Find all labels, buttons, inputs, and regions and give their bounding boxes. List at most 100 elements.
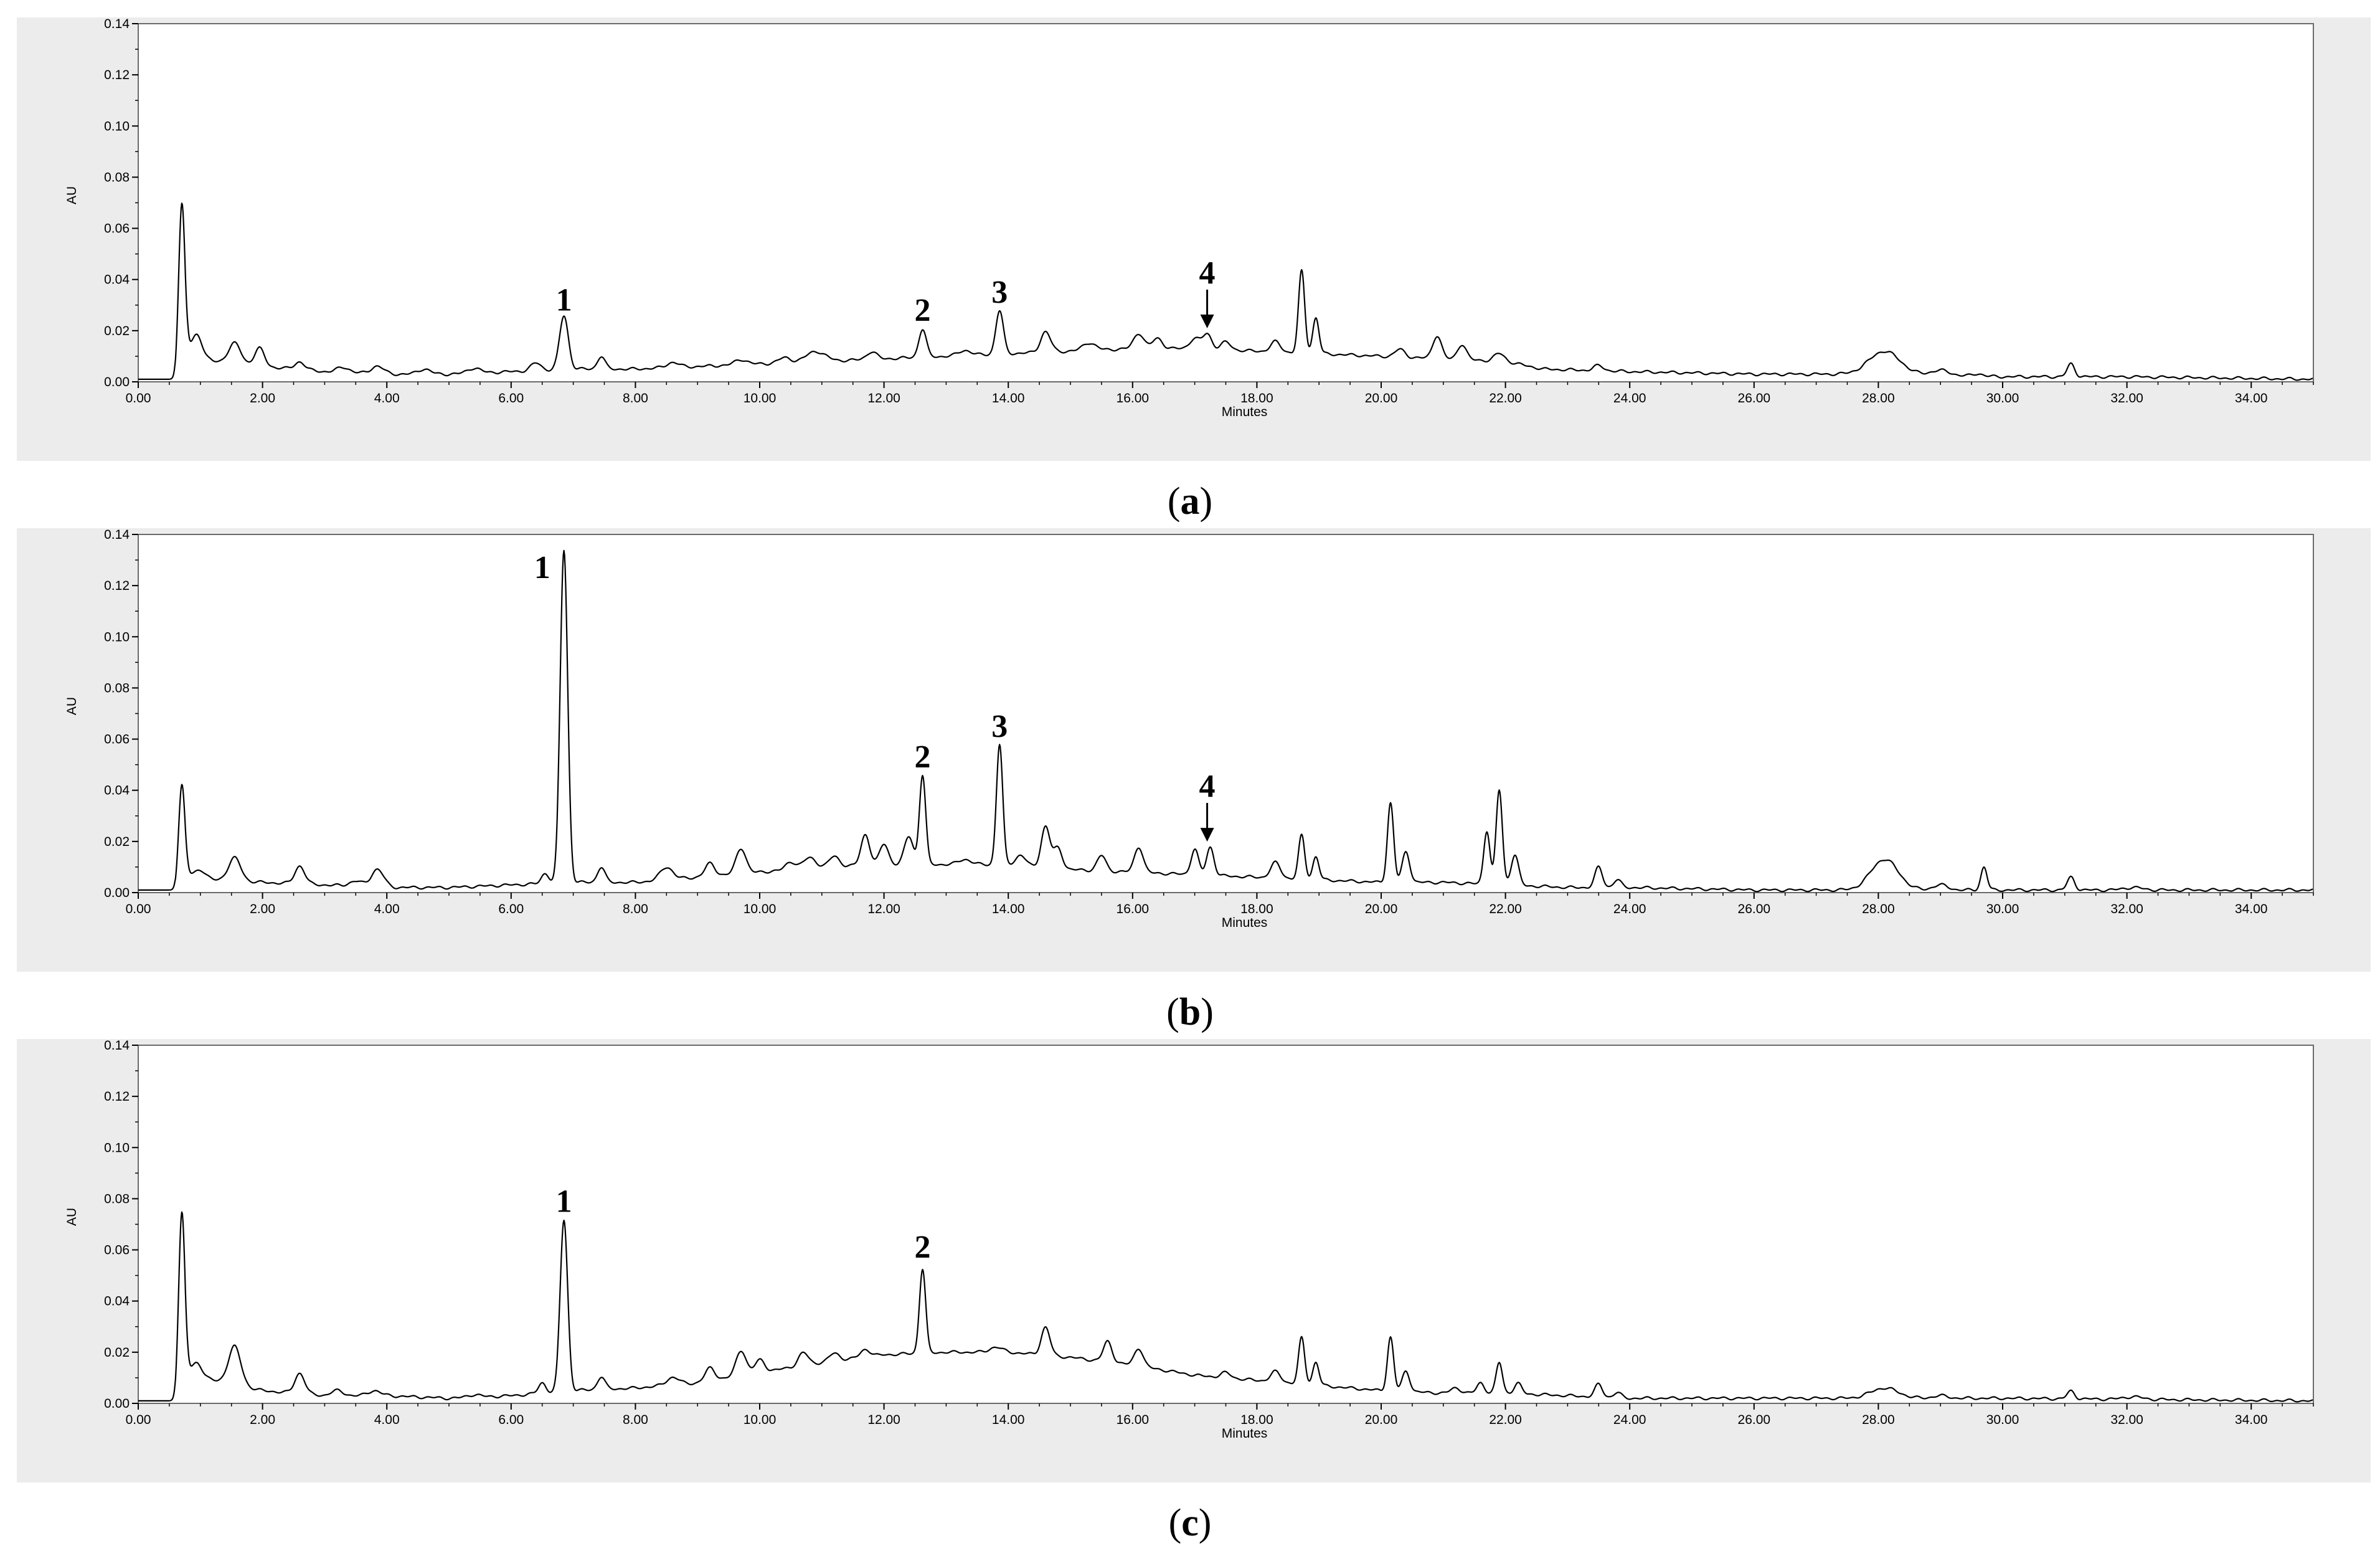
- x-tick-label: 10.00: [744, 391, 777, 406]
- x-tick-label: 8.00: [623, 1413, 648, 1427]
- x-tick-label: 12.00: [867, 902, 900, 916]
- x-tick-label: 2.00: [250, 1413, 275, 1427]
- x-tick-label: 26.00: [1738, 902, 1771, 916]
- x-axis-title: Minutes: [1222, 916, 1268, 930]
- chromatogram-trace: [138, 549, 2313, 893]
- x-tick-label: 22.00: [1489, 902, 1522, 916]
- y-tick-label: 0.04: [104, 784, 130, 798]
- chromatogram-panel-a: 0.00 0.02 0.04 0.06 0.08 0.10 0.12 0.14 0.00 2.00…: [17, 17, 2371, 523]
- x-tick-label: 10.00: [744, 1413, 777, 1427]
- y-tick-label: 0.08: [104, 1192, 130, 1206]
- x-tick-label: 30.00: [1986, 902, 2019, 916]
- y-tick-label: 0.06: [104, 733, 130, 747]
- x-tick-label: 32.00: [2110, 1413, 2143, 1427]
- y-tick-label: 0.04: [104, 273, 130, 287]
- chromatogram-panel-b: 0.00 0.02 0.04 0.06 0.08 0.10 0.12 0.14 0.00 2.00…: [17, 528, 2371, 1033]
- y-tick-label: 0.08: [104, 681, 130, 695]
- y-tick-label: 0.14: [104, 17, 130, 31]
- x-tick-label: 0.00: [126, 391, 151, 406]
- y-tick-label: 0.10: [104, 1141, 130, 1155]
- y-axis-title: AU: [65, 697, 79, 715]
- y-tick-label: 0.06: [104, 1243, 130, 1258]
- x-tick-label: 18.00: [1240, 391, 1273, 406]
- x-tick-label: 8.00: [623, 902, 648, 916]
- x-tick-label: 34.00: [2235, 902, 2268, 916]
- x-tick-label: 18.00: [1240, 1413, 1273, 1427]
- x-tick-label: 24.00: [1613, 391, 1646, 406]
- panel-caption: (a): [1168, 480, 1212, 523]
- chromatogram-trace: [138, 1211, 2313, 1403]
- peak-label: 2: [914, 293, 930, 328]
- x-tick-label: 14.00: [992, 1413, 1025, 1427]
- plot-area: [138, 23, 2314, 382]
- x-tick-label: 18.00: [1240, 902, 1273, 916]
- panel-caption-letter: c: [1181, 1502, 1199, 1544]
- x-tick-label: 0.00: [126, 902, 151, 916]
- y-tick-label: 0.08: [104, 170, 130, 184]
- x-tick-label: 4.00: [374, 902, 400, 916]
- x-tick-label: 6.00: [498, 1413, 524, 1427]
- peak-label: 1: [556, 282, 572, 318]
- x-axis-title: Minutes: [1222, 405, 1268, 419]
- y-tick-label: 0.14: [104, 528, 130, 542]
- x-tick-label: 24.00: [1613, 902, 1646, 916]
- y-tick-label: 0.06: [104, 222, 130, 236]
- x-tick-label: 12.00: [867, 1413, 900, 1427]
- x-tick-label: 14.00: [992, 902, 1025, 916]
- x-tick-label: 22.00: [1489, 391, 1522, 406]
- peak-label: 1: [534, 550, 550, 586]
- x-tick-label: 6.00: [498, 902, 524, 916]
- y-tick-label: 0.10: [104, 119, 130, 133]
- y-tick-label: 0.02: [104, 835, 130, 849]
- chromatogram-panel-c: 0.00 0.02 0.04 0.06 0.08 0.10 0.12 0.14 0.00 2.00…: [17, 1038, 2371, 1544]
- panel-caption: (c): [1169, 1502, 1212, 1544]
- x-tick-label: 24.00: [1613, 1413, 1646, 1427]
- y-tick-label: 0.10: [104, 630, 130, 644]
- panel-caption-letter: a: [1181, 480, 1200, 523]
- x-tick-label: 16.00: [1117, 391, 1150, 406]
- y-tick-label: 0.02: [104, 324, 130, 338]
- x-tick-label: 30.00: [1986, 391, 2019, 406]
- x-tick-label: 14.00: [992, 391, 1025, 406]
- y-tick-label: 0.04: [104, 1294, 130, 1309]
- x-tick-label: 6.00: [498, 391, 524, 406]
- y-tick-label: 0.00: [104, 375, 130, 389]
- x-tick-label: 0.00: [126, 1413, 151, 1427]
- x-tick-label: 2.00: [250, 902, 275, 916]
- peak-arrow-head: [1200, 828, 1214, 842]
- y-tick-label: 0.02: [104, 1345, 130, 1360]
- peak-label: 3: [991, 709, 1008, 744]
- x-axis-title: Minutes: [1222, 1426, 1268, 1441]
- x-tick-label: 16.00: [1117, 902, 1150, 916]
- y-tick-label: 0.00: [104, 886, 130, 900]
- x-tick-label: 22.00: [1489, 1413, 1522, 1427]
- x-tick-label: 12.00: [867, 391, 900, 406]
- x-tick-label: 20.00: [1365, 391, 1398, 406]
- peak-label: 1: [556, 1183, 572, 1219]
- plot-area: [138, 1045, 2314, 1404]
- x-tick-label: 32.00: [2110, 391, 2143, 406]
- x-tick-label: 28.00: [1862, 902, 1895, 916]
- x-tick-label: 4.00: [374, 391, 400, 406]
- peak-arrow-head: [1200, 314, 1214, 328]
- x-tick-label: 20.00: [1365, 1413, 1398, 1427]
- x-tick-label: 34.00: [2235, 391, 2268, 406]
- peak-label: 3: [991, 275, 1008, 310]
- x-tick-label: 32.00: [2110, 902, 2143, 916]
- x-tick-label: 2.00: [250, 391, 275, 406]
- panel-caption-letter: b: [1179, 991, 1201, 1033]
- y-tick-label: 0.12: [104, 1089, 130, 1104]
- y-axis-title: AU: [65, 186, 79, 204]
- y-tick-label: 0.00: [104, 1397, 130, 1411]
- peak-label: 2: [914, 739, 930, 775]
- y-axis-title: AU: [65, 1208, 79, 1226]
- y-tick-label: 0.14: [104, 1038, 130, 1053]
- peak-label: 2: [914, 1230, 930, 1265]
- peak-label: 4: [1199, 769, 1216, 804]
- y-tick-label: 0.12: [104, 579, 130, 593]
- peak-label: 4: [1199, 255, 1216, 291]
- x-tick-label: 28.00: [1862, 391, 1895, 406]
- x-tick-label: 26.00: [1738, 1413, 1771, 1427]
- x-tick-label: 4.00: [374, 1413, 400, 1427]
- x-tick-label: 8.00: [623, 391, 648, 406]
